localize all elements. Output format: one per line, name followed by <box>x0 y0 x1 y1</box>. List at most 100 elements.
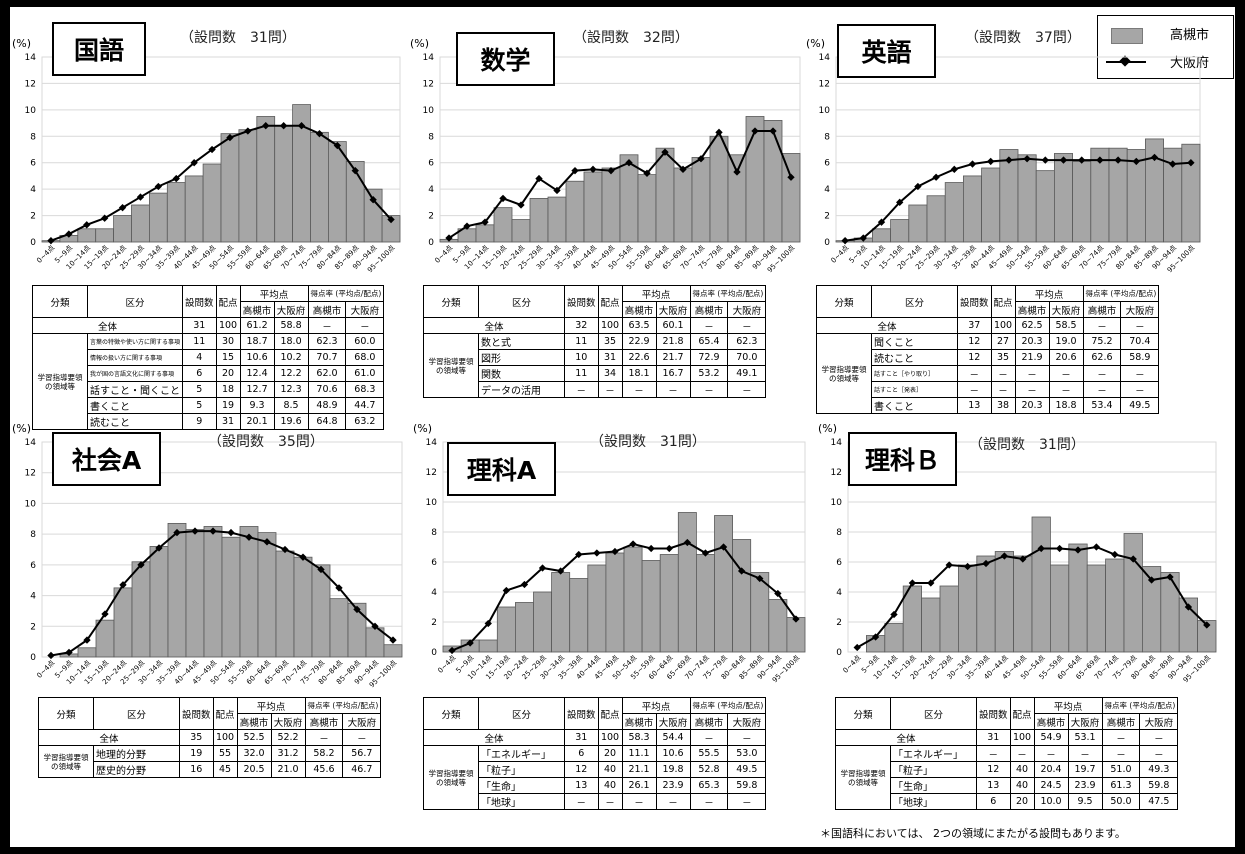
row-value: 27 <box>990 333 1016 350</box>
total-value: 58.8 <box>273 317 309 334</box>
y-tick-label: 2 <box>431 618 437 628</box>
total-value: 37 <box>957 317 992 334</box>
y-tick-label: 10 <box>819 106 831 116</box>
line-point <box>841 237 849 245</box>
subject-panel: 0 2 4 6 8 10 12 14 0~4点 5~9点 10~14点 15~19点 20~24点 25~… <box>413 422 820 837</box>
header-rate: 得点率 (平均点/配点) <box>1101 697 1179 714</box>
row-value: 12.3 <box>273 381 309 398</box>
bar <box>890 219 910 243</box>
bar <box>1160 572 1180 653</box>
total-value: 32 <box>564 317 599 334</box>
y-tick-label: 6 <box>431 558 437 568</box>
row-value: 9.5 <box>1067 793 1103 810</box>
row-value: 5 <box>182 381 217 398</box>
line-point <box>1000 552 1009 560</box>
row-value: 18.0 <box>273 333 309 350</box>
row-value: 20.5 <box>236 761 272 778</box>
row-value: 61.0 <box>345 365 385 382</box>
line-point <box>499 194 507 203</box>
row-value: 20.3 <box>1014 333 1050 350</box>
line-point <box>83 221 91 229</box>
header-city: 高槻市 <box>1014 301 1050 318</box>
header-points: 配点 <box>597 697 623 730</box>
header-city: 高槻市 <box>307 301 347 318</box>
row-value: 12.7 <box>239 381 275 398</box>
row-label: 話すこと・聞くこと <box>86 381 184 398</box>
score-table: 分類 区分 設問数 配点 平均点 得点率 (平均点/配点) 高槻市 大阪府 高槻市 大阪府 全体 31… <box>835 697 1179 810</box>
bar <box>939 585 959 653</box>
line-point <box>932 173 940 181</box>
row-value: 40 <box>1009 761 1035 778</box>
y-tick-label: 4 <box>428 185 434 195</box>
header-item: 区分 <box>890 697 977 730</box>
row-value: 45.6 <box>304 761 344 778</box>
total-label: 全体 <box>38 729 180 746</box>
y-tick-label: 12 <box>25 469 36 479</box>
y-unit-label: (%) <box>410 37 430 50</box>
row-label: 関数 <box>478 365 565 382</box>
bar <box>659 554 679 653</box>
row-value: 23.9 <box>1067 777 1103 794</box>
bar <box>695 554 715 653</box>
bar <box>745 116 765 243</box>
bar <box>908 204 928 243</box>
row-label: 図形 <box>478 349 565 366</box>
row-value: 55.5 <box>689 745 729 762</box>
y-tick-label: 8 <box>824 132 830 142</box>
row-value: 61.3 <box>1101 777 1141 794</box>
header-city: 高槻市 <box>239 301 275 318</box>
row-value: 26.1 <box>621 777 657 794</box>
score-table: 分類 区分 設問数 配点 平均点 得点率 (平均点/配点) 高槻市 大阪府 高槻市 大阪府 全体 31… <box>31 285 385 430</box>
line-point <box>315 129 324 138</box>
header-question-count: 設問数 <box>564 697 599 730</box>
row-value: 6 <box>564 745 599 762</box>
line-point <box>263 538 271 546</box>
total-value: 53.1 <box>1067 729 1103 746</box>
line-point <box>389 636 397 644</box>
bar <box>515 602 534 653</box>
y-tick-label: 10 <box>25 106 37 116</box>
total-value: 31 <box>564 729 599 746</box>
bar <box>623 546 643 653</box>
row-value: 22.6 <box>621 349 657 366</box>
bar <box>714 515 734 653</box>
header-pref: 大阪府 <box>655 713 691 730</box>
row-value: － <box>727 381 767 398</box>
y-tick-label: 14 <box>25 53 37 63</box>
bar <box>691 157 711 243</box>
row-value: 20.6 <box>1048 349 1084 366</box>
question-count: （設問数 31問） <box>180 30 296 46</box>
row-label: 書くこと <box>86 397 184 414</box>
row-value: 53.2 <box>689 365 729 382</box>
bar <box>311 564 331 658</box>
row-value: 11 <box>182 333 217 350</box>
y-tick-label: 4 <box>824 185 830 195</box>
row-value: － <box>689 381 729 398</box>
total-value: － <box>345 317 385 334</box>
y-tick-label: 6 <box>824 159 830 169</box>
y-tick-label: 8 <box>30 132 36 142</box>
header-pref: 大阪府 <box>1120 301 1160 318</box>
bar <box>239 526 259 658</box>
bar <box>1197 620 1217 653</box>
row-label: 「地球」 <box>890 793 977 810</box>
row-value: － <box>655 793 691 810</box>
row-value: 10.2 <box>273 349 309 366</box>
row-value: － <box>1067 745 1103 762</box>
y-tick-label: 0 <box>428 238 434 248</box>
row-value: 31 <box>215 413 241 430</box>
header-question-count: 設問数 <box>182 285 217 318</box>
total-label: 全体 <box>835 729 977 746</box>
bar <box>1017 154 1037 243</box>
y-tick-label: 8 <box>428 132 434 142</box>
bar <box>496 606 516 653</box>
bar <box>203 526 223 658</box>
row-value: 53.4 <box>1082 397 1122 414</box>
header-rate: 得点率 (平均点/配点) <box>1082 285 1160 302</box>
row-value: 35 <box>990 349 1016 366</box>
row-value: 59.8 <box>1139 777 1179 794</box>
header-category: 分類 <box>423 285 479 318</box>
row-value: 18.1 <box>621 365 657 382</box>
line-point <box>1019 555 1027 563</box>
question-count: （設問数 31問） <box>590 434 706 450</box>
